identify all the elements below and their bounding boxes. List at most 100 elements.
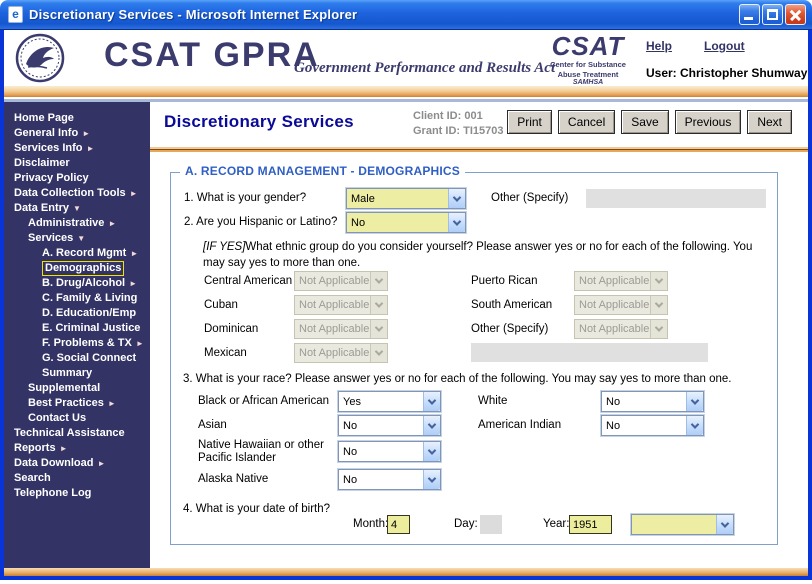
dob-question-label: 4. What is your date of birth? <box>183 503 331 515</box>
sidebar-item-services-info[interactable]: Services Info ► <box>4 141 150 156</box>
race-label: Black or African American <box>198 395 330 407</box>
hispanic-select[interactable]: No <box>346 212 466 233</box>
dropdown-button[interactable] <box>448 213 465 232</box>
sidebar-item-telephone-log[interactable]: Telephone Log <box>4 486 150 501</box>
sidebar-item-disclaimer[interactable]: Disclaimer <box>4 156 150 171</box>
sidebar-item-home-page[interactable]: Home Page <box>4 111 150 126</box>
sidebar-item-data-collection-tools[interactable]: Data Collection Tools ► <box>4 186 150 201</box>
year-input[interactable]: 1951 <box>569 515 612 534</box>
chevron-down-icon <box>427 473 437 483</box>
sidebar-item-label: Services <box>28 232 74 244</box>
sidebar-item-technical-assistance[interactable]: Technical Assistance <box>4 426 150 441</box>
pacific-islander-select[interactable]: No <box>338 441 441 462</box>
chevron-down-icon <box>374 323 384 332</box>
american-indian-select[interactable]: No <box>601 415 704 436</box>
cancel-button[interactable]: Cancel <box>557 110 616 134</box>
header-separator-line <box>4 99 808 102</box>
user-label: User: Christopher Shumway <box>646 66 808 80</box>
arrow-right-icon: ► <box>59 444 68 453</box>
ethnic-label: Mexican <box>204 347 247 359</box>
sidebar-item-criminal-justice[interactable]: E. Criminal Justice <box>4 321 150 336</box>
sidebar-item-label: G. Social Connect <box>42 352 137 364</box>
arrow-down-icon: ▼ <box>73 204 81 213</box>
select-value: No <box>606 419 621 432</box>
sidebar-item-privacy-policy[interactable]: Privacy Policy <box>4 171 150 186</box>
help-link[interactable]: Help <box>646 39 673 53</box>
sidebar-item-label: Telephone Log <box>14 487 92 499</box>
sidebar-item-label: Disclaimer <box>14 157 70 169</box>
arrow-right-icon: ► <box>86 144 95 153</box>
sidebar-item-demographics[interactable]: Demographics <box>4 261 150 276</box>
dropdown-button[interactable] <box>686 416 703 435</box>
ethnic-label: Central American <box>204 275 293 287</box>
sidebar-item-summary[interactable]: Summary <box>4 366 150 381</box>
sidebar-item-contact-us[interactable]: Contact Us <box>4 411 150 426</box>
dropdown-button <box>370 296 387 314</box>
title-bar: e Discretionary Services - Microsoft Int… <box>0 0 812 30</box>
maximize-button[interactable] <box>762 4 783 25</box>
dropdown-button[interactable] <box>423 416 440 435</box>
sidebar-item-family-living[interactable]: C. Family & Living <box>4 291 150 306</box>
gender-question-label: 1. What is your gender? <box>184 192 307 204</box>
white-select[interactable]: No <box>601 391 704 412</box>
month-input[interactable]: 4 <box>387 515 410 534</box>
dropdown-button <box>370 272 387 290</box>
select-value: Not Applicable <box>299 323 370 335</box>
chevron-down-icon <box>720 518 730 528</box>
sidebar-item-social-connect[interactable]: G. Social Connect <box>4 351 150 366</box>
print-button[interactable]: Print <box>507 110 552 134</box>
sidebar-item-label: Supplemental <box>28 382 101 394</box>
minimize-button[interactable] <box>739 4 760 25</box>
arrow-right-icon: ► <box>129 189 138 198</box>
sidebar-item-reports[interactable]: Reports ► <box>4 441 150 456</box>
sidebar-item-education-emp[interactable]: D. Education/Emp <box>4 306 150 321</box>
sidebar-item-best-practices[interactable]: Best Practices ► <box>4 396 150 411</box>
dropdown-button[interactable] <box>423 442 440 461</box>
select-value: No <box>606 395 621 408</box>
sidebar-item-administrative[interactable]: Administrative ► <box>4 216 150 231</box>
sidebar-item-label: Data Collection Tools <box>14 187 126 199</box>
chevron-down-icon <box>374 347 384 356</box>
sidebar-item-services[interactable]: Services ▼ <box>4 231 150 246</box>
ethnic-label: Dominican <box>204 323 259 335</box>
sidebar-item-label: Technical Assistance <box>14 427 125 439</box>
sidebar-item-data-download[interactable]: Data Download ► <box>4 456 150 471</box>
sidebar-item-search[interactable]: Search <box>4 471 150 486</box>
sidebar-item-label: B. Drug/Alcohol <box>42 277 126 289</box>
sidebar-item-general-info[interactable]: General Info ► <box>4 126 150 141</box>
dropdown-button[interactable] <box>448 189 465 208</box>
sidebar-item-problems-tx[interactable]: F. Problems & TX ► <box>4 336 150 351</box>
sidebar-item-label: Services Info <box>14 142 83 154</box>
content-area: Discretionary Services Client ID: 001 Gr… <box>150 102 808 568</box>
black-african-american-select[interactable]: Yes <box>338 391 441 412</box>
if-yes-note: [IF YES]What ethnic group do you conside… <box>203 239 755 271</box>
dob-extra-select[interactable] <box>631 514 734 535</box>
arrow-down-icon: ▼ <box>77 234 86 243</box>
cuban-select: Not Applicable <box>294 295 388 315</box>
sidebar-item-supplemental[interactable]: Supplemental <box>4 381 150 396</box>
dropdown-button[interactable] <box>423 392 440 411</box>
arrow-right-icon: ► <box>135 339 144 348</box>
sidebar-item-drug-alcohol[interactable]: B. Drug/Alcohol ► <box>4 276 150 291</box>
close-button[interactable] <box>785 4 806 25</box>
sidebar-item-data-entry[interactable]: Data Entry ▼ <box>4 201 150 216</box>
next-button[interactable]: Next <box>747 110 792 134</box>
sidebar-item-label: E. Criminal Justice <box>42 322 141 334</box>
previous-button[interactable]: Previous <box>674 110 742 134</box>
save-button[interactable]: Save <box>621 110 669 134</box>
gender-select[interactable]: Male <box>346 188 466 209</box>
logout-link[interactable]: Logout <box>704 39 745 53</box>
asian-select[interactable]: No <box>338 415 441 436</box>
dropdown-button[interactable] <box>716 515 733 534</box>
select-value: Not Applicable <box>579 323 650 335</box>
ethnic-label: Other (Specify) <box>471 323 549 335</box>
csat-samhsa-logo: CSAT Center for Substance Abuse Treatmen… <box>541 33 635 86</box>
sidebar-item-record-mgmt[interactable]: A. Record Mgmt ► <box>4 246 150 261</box>
hispanic-select-value: No <box>351 216 366 229</box>
year-label: Year: <box>543 518 570 530</box>
dropdown-button[interactable] <box>686 392 703 411</box>
alaska-native-select[interactable]: No <box>338 469 441 490</box>
dropdown-button[interactable] <box>423 470 440 489</box>
csat-logo-line: Center for Substance <box>550 60 626 69</box>
